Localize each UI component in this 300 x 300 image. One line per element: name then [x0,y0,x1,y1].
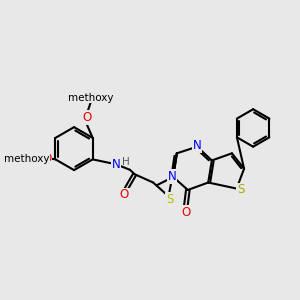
Text: H: H [122,157,130,167]
Text: methoxy: methoxy [4,154,50,164]
Text: O: O [82,111,91,124]
Text: N: N [193,139,202,152]
Text: O: O [42,152,51,165]
Text: O: O [120,188,129,201]
Text: N: N [167,170,176,183]
Text: N: N [112,158,121,171]
Text: methoxy: methoxy [68,93,113,103]
Text: S: S [166,193,174,206]
Text: O: O [181,206,190,219]
Text: S: S [237,184,244,196]
